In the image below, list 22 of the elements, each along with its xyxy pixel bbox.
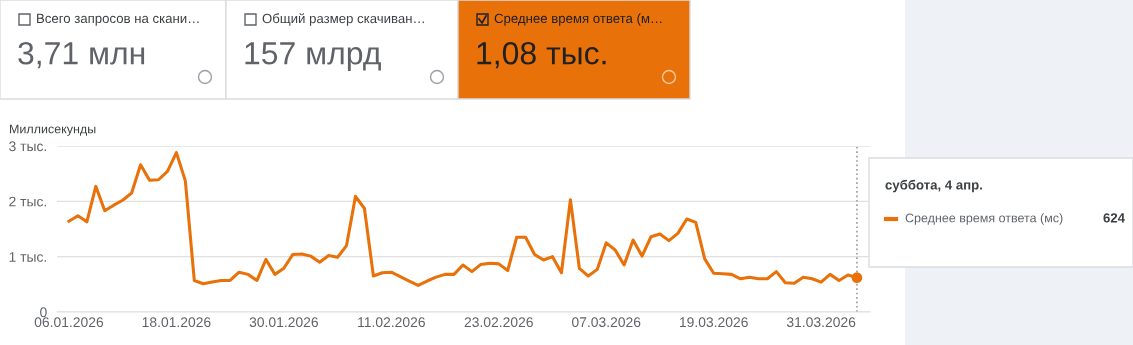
text: Всего запросов на скани… bbox=[37, 13, 199, 26]
text: 1,08 тыс. bbox=[477, 41, 606, 69]
y-axis-title: Миллисекунды bbox=[10, 124, 96, 136]
text: Среднее время ответа (м… bbox=[494, 13, 662, 26]
text: 157 млрд bbox=[245, 42, 381, 71]
y-tick-label: 0 bbox=[40, 307, 47, 318]
text: суббота, 4 апр. bbox=[885, 179, 982, 193]
y-tick-label: 1 тыс. bbox=[9, 252, 47, 262]
text: 3,71 млн bbox=[18, 41, 145, 69]
x-tick-label: 18.01.2026 bbox=[142, 317, 211, 328]
x-tick-label: 11.02.2026 bbox=[358, 317, 425, 328]
x-tick-label: 30.01.2026 bbox=[249, 317, 318, 328]
x-tick-label: 07.03.2026 bbox=[572, 317, 641, 328]
y-tick-label: 2 тыс. bbox=[9, 196, 47, 207]
x-tick-label: 23.02.2026 bbox=[464, 317, 533, 328]
x-tick-label: 19.03.2026 bbox=[679, 317, 748, 328]
x-tick-label: 31.03.2026 bbox=[786, 317, 856, 328]
text: 624 bbox=[1103, 213, 1125, 223]
x-tick-label: 06.01.2026 bbox=[34, 317, 104, 328]
legend-label: Среднее время ответа (мс) bbox=[905, 213, 1063, 225]
text: Общий размер скачиван… bbox=[262, 13, 424, 26]
y-tick-label: 3 тыс. bbox=[9, 141, 47, 152]
